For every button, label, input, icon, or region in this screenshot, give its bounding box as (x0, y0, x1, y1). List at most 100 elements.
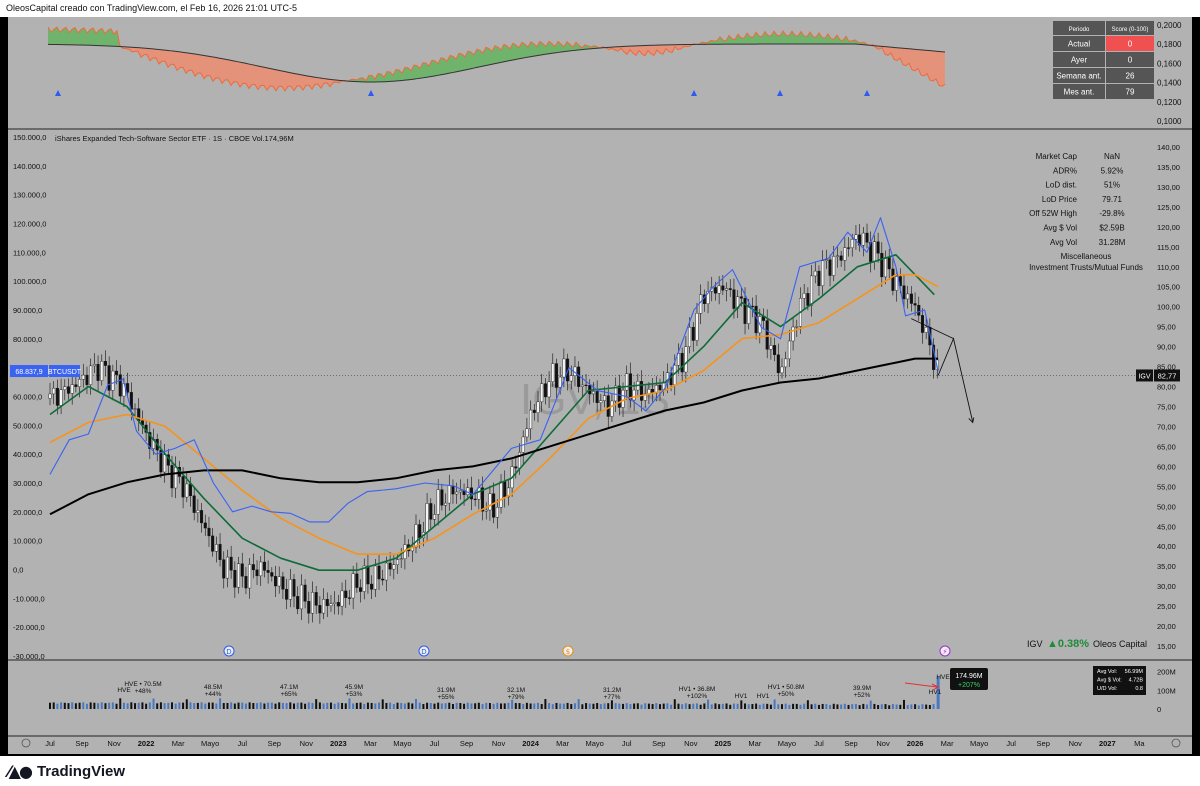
candle-body (59, 389, 63, 406)
score-fill (291, 72, 294, 91)
score-fill (210, 56, 213, 82)
candle-body (558, 376, 562, 388)
score-fill (771, 31, 774, 45)
candle-body (895, 276, 899, 291)
time-axis-label: Nov (300, 739, 314, 748)
score-table-header: Score (0-100) (1112, 27, 1149, 33)
volume-bar (729, 704, 732, 709)
score-fill (645, 45, 648, 56)
volume-bar (817, 704, 820, 709)
time-axis-label: Mayo (201, 739, 219, 748)
timezone-icon[interactable] (21, 738, 31, 748)
score-fill (648, 45, 651, 54)
volume-annotation-change: +44% (205, 691, 222, 698)
volume-bar (437, 702, 440, 709)
right-axis-label: 30,00 (1157, 582, 1176, 591)
volume-bar (836, 704, 839, 709)
tradingview-logo[interactable]: ⁄▲● TradingView (8, 762, 125, 781)
candle-body (74, 384, 78, 387)
volume-bar (928, 704, 931, 709)
candle-body (924, 326, 928, 333)
settings-gear-icon[interactable] (1171, 738, 1181, 748)
volume-bar (444, 703, 447, 709)
volume-bar (829, 704, 832, 709)
score-fill (639, 45, 642, 54)
volume-bar (167, 702, 170, 709)
volume-bar (562, 703, 565, 709)
candle-body (835, 255, 839, 257)
candle-body (847, 247, 851, 249)
volume-bar (544, 699, 547, 709)
score-fill (87, 29, 90, 46)
volume-bar (52, 702, 55, 709)
volume-bar (100, 702, 103, 709)
volume-bar (196, 702, 199, 709)
candle-body (876, 241, 880, 254)
score-fill (930, 50, 933, 82)
volume-bar (311, 702, 314, 709)
chart-area[interactable]: 0,2000 0,1800 0,1600 0,1400 0,1200 0,1000 Peri… (0, 17, 1200, 756)
volume-bar (514, 703, 517, 709)
volume-bar (599, 704, 602, 709)
score-fill (297, 74, 300, 86)
event-marker[interactable] (418, 645, 430, 657)
volume-bar (677, 703, 680, 709)
score-fill (219, 58, 222, 84)
volume-bar (636, 703, 639, 709)
candle-body (347, 597, 351, 599)
candle-body (884, 257, 888, 278)
volume-bar (256, 703, 259, 709)
event-marker[interactable] (562, 645, 574, 657)
candle-body (543, 383, 547, 398)
event-marker-label: D (226, 648, 231, 656)
indicator-axis-label: 0,1400 (1157, 79, 1182, 88)
candle-body (85, 374, 89, 385)
volume-bar (625, 703, 628, 709)
candle-body (336, 602, 340, 607)
volume-bar (740, 700, 743, 709)
candle-body (784, 358, 788, 368)
event-marker[interactable] (939, 645, 951, 657)
candle-body (299, 584, 303, 610)
candle-body (713, 287, 717, 294)
candle-body (488, 493, 492, 511)
volume-bar (263, 703, 266, 709)
volume-bar (355, 702, 358, 709)
volume-bar (511, 699, 514, 709)
volume-bar (204, 703, 207, 709)
candle-body (148, 432, 152, 449)
score-table-header-cell (1053, 21, 1105, 35)
candle-body (828, 259, 832, 276)
score-fill (186, 52, 189, 74)
left-axis-label: -10.000,0 (13, 594, 45, 603)
volume-bar (862, 703, 865, 709)
candle-body (92, 364, 96, 367)
volume-bar (104, 703, 107, 709)
info-industry: Investment Trusts/Mutual Funds (1029, 263, 1143, 272)
score-fill (132, 47, 135, 52)
score-fill (468, 51, 471, 70)
candle-body (370, 583, 374, 590)
event-marker[interactable] (223, 645, 235, 657)
volume-bar (847, 704, 850, 709)
candle-body (773, 345, 777, 355)
score-fill (267, 67, 270, 91)
score-fill (387, 71, 390, 82)
candle-body (48, 393, 52, 399)
time-axis-label: Sep (1037, 739, 1050, 748)
volume-bar (540, 704, 543, 709)
score-fill (651, 45, 654, 56)
score-fill (240, 62, 243, 88)
score-fill (51, 29, 54, 45)
volume-bar (163, 703, 166, 709)
candle-body (806, 293, 810, 306)
volume-bar (803, 703, 806, 709)
main-title: iShares Expanded Tech-Software Sector ET… (55, 134, 294, 143)
candle-body (285, 588, 289, 600)
candle-body (174, 467, 178, 489)
candle-body (591, 391, 595, 395)
score-fill (453, 56, 456, 73)
candle-body (514, 466, 518, 469)
